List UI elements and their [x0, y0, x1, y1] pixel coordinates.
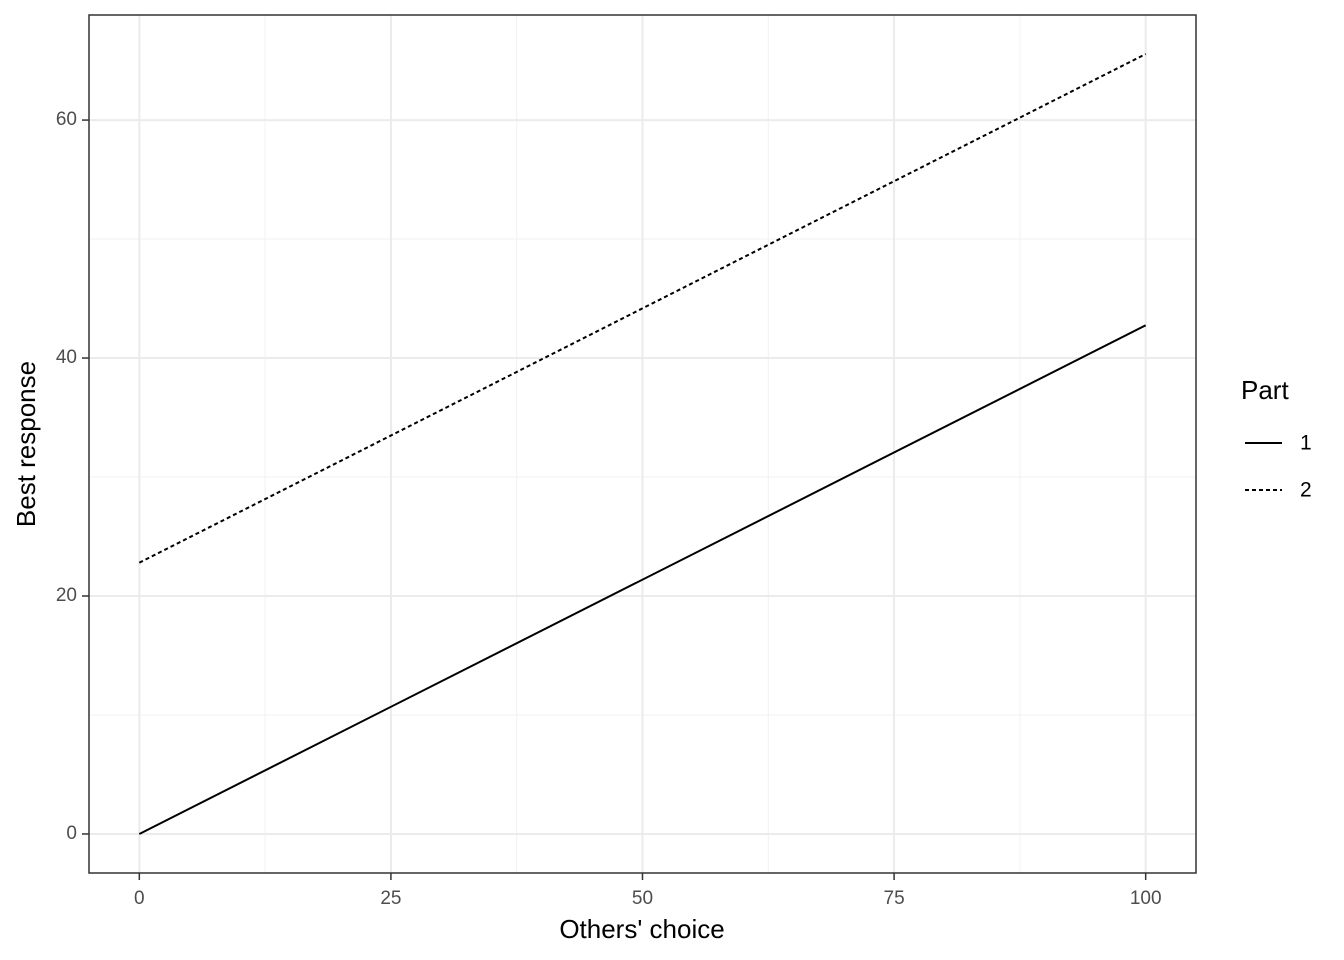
y-axis-title: Best response	[11, 361, 41, 527]
x-tick-label: 25	[380, 888, 401, 909]
panel-border	[88, 14, 1197, 874]
x-tick-label: 0	[134, 888, 145, 909]
x-axis-title: Others' choice	[559, 914, 724, 944]
legend-title: Part	[1241, 375, 1289, 405]
data-line	[138, 53, 1147, 564]
legend-label: 1	[1300, 432, 1312, 455]
y-tick-label: 0	[66, 823, 77, 844]
x-tick-label: 75	[884, 888, 905, 909]
legend-label: 2	[1300, 479, 1312, 502]
y-tick-label: 40	[56, 347, 77, 368]
y-tick-label: 60	[56, 109, 77, 130]
y-tick-label: 20	[56, 585, 77, 606]
x-tick-label: 50	[632, 888, 653, 909]
data-line	[138, 324, 1147, 835]
x-tick-label: 100	[1130, 888, 1162, 909]
